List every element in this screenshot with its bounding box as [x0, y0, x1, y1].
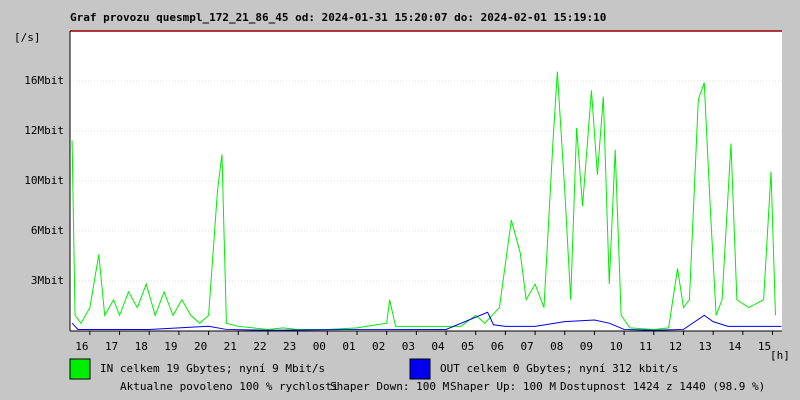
x-tick-label: 05 — [461, 340, 474, 353]
y-tick-label: 6Mbit — [31, 224, 64, 237]
footer-note: Aktualne povoleno 100 % rychlosti — [120, 380, 339, 393]
x-tick-label: 11 — [639, 340, 652, 353]
plot-area — [70, 31, 782, 331]
x-tick-label: 13 — [699, 340, 712, 353]
x-tick-label: 17 — [105, 340, 118, 353]
y-tick-label: 12Mbit — [24, 124, 64, 137]
y-tick-label: 3Mbit — [31, 274, 64, 287]
x-axis-label: [h] — [770, 349, 790, 362]
x-tick-label: 12 — [669, 340, 682, 353]
legend-swatch — [409, 358, 431, 380]
x-tick-label: 10 — [609, 340, 622, 353]
footer-note: Shaper Down: 100 M — [330, 380, 450, 393]
x-tick-label: 19 — [164, 340, 177, 353]
x-tick-label: 00 — [313, 340, 326, 353]
x-tick-label: 18 — [135, 340, 148, 353]
x-tick-label: 03 — [402, 340, 415, 353]
x-tick-label: 01 — [342, 340, 355, 353]
y-axis-label: [/s] — [14, 31, 41, 44]
chart-title: Graf provozu quesmpl_172_21_86_45 od: 20… — [70, 11, 606, 24]
x-tick-label: 14 — [728, 340, 742, 353]
x-tick-label: 15 — [758, 340, 771, 353]
y-tick-label: 16Mbit — [24, 74, 64, 87]
legend-label: IN celkem 19 Gbytes; nyní 9 Mbit/s — [100, 362, 325, 375]
legend-swatch — [69, 358, 91, 380]
footer-note: Dostupnost 1424 z 1440 (98.9 %) — [560, 380, 765, 393]
x-tick-label: 22 — [253, 340, 266, 353]
x-tick-label: 08 — [550, 340, 563, 353]
legend-label: OUT celkem 0 Gbytes; nyní 312 kbit/s — [440, 362, 678, 375]
x-tick-label: 02 — [372, 340, 385, 353]
x-tick-label: 23 — [283, 340, 296, 353]
series-line — [71, 311, 782, 331]
x-tick-label: 16 — [75, 340, 88, 353]
x-tick-label: 04 — [431, 340, 445, 353]
x-tick-label: 07 — [520, 340, 533, 353]
footer-note: Shaper Up: 100 M — [450, 380, 556, 393]
x-tick-label: 20 — [194, 340, 207, 353]
y-tick-label: 10Mbit — [24, 174, 64, 187]
x-tick-label: 06 — [491, 340, 504, 353]
x-tick-label: 09 — [580, 340, 593, 353]
series-line — [71, 71, 776, 330]
x-tick-label: 21 — [224, 340, 237, 353]
